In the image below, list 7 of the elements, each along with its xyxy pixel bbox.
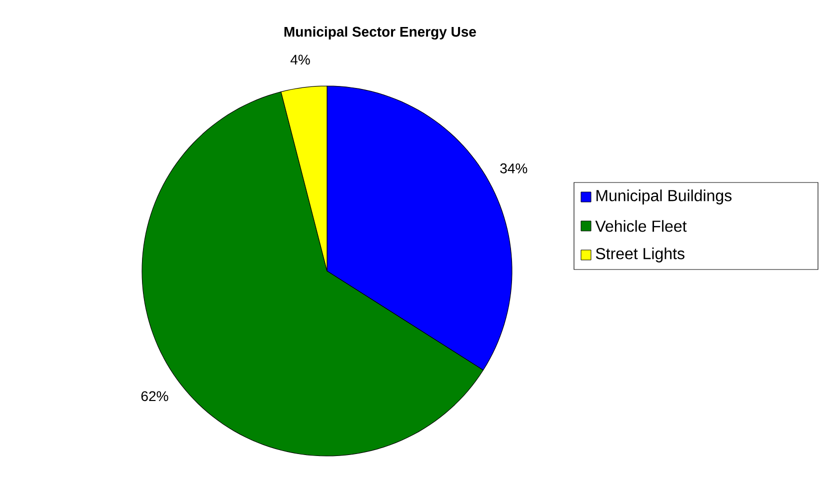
chart-title: Municipal Sector Energy Use <box>284 26 476 40</box>
legend-label: Vehicle Fleet <box>595 220 687 232</box>
legend-label: Street Lights <box>596 248 684 262</box>
data-label: 34% <box>500 163 528 174</box>
legend-label: Municipal Buildings <box>596 190 732 204</box>
data-label: 62% <box>141 391 168 402</box>
data-label: 4% <box>290 54 310 65</box>
